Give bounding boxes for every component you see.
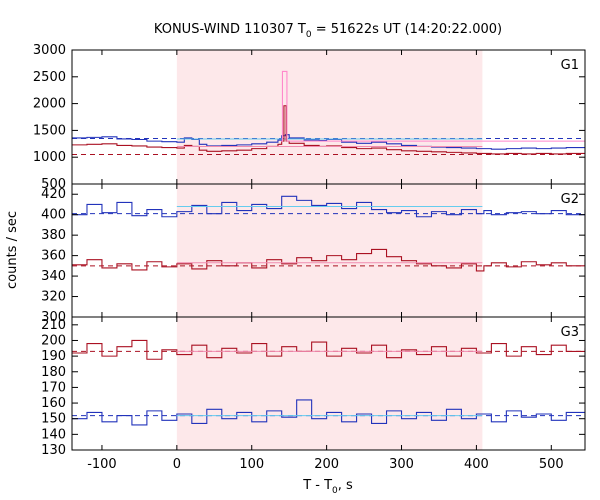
panel-g1: 500 1000 1500 2000 2500 3000 G1: [33, 43, 586, 192]
chart-title-subscript: 0: [306, 30, 312, 40]
highlight-interval: [176, 50, 483, 450]
y-tick-label: 130: [41, 443, 66, 458]
panel-label: G2: [561, 192, 579, 207]
y-tick-label: 1000: [33, 150, 66, 165]
x-tick-label: 100: [239, 457, 264, 472]
y-tick-label: 190: [41, 349, 66, 364]
x-axis-title: T - T0, s: [302, 478, 353, 496]
series-line-g1-1: [72, 105, 585, 155]
y-tick-label: 2500: [33, 70, 66, 85]
x-tick-label: 300: [389, 457, 414, 472]
y-tick-label: 400: [41, 208, 66, 223]
panel-series-group: [72, 70, 585, 156]
panel-frame: [71, 316, 586, 451]
y-tick-label: 200: [41, 333, 66, 348]
x-tick-label: 0: [173, 457, 181, 472]
y-tick-label: 300: [41, 310, 66, 325]
plot-area: 50010001500200025003000G1300320340360380…: [33, 43, 586, 472]
x-tick-label: 200: [314, 457, 339, 472]
x-axis-title-suffix: , s: [338, 478, 353, 493]
x-tick-label: 500: [539, 457, 564, 472]
panel-series-group: [72, 339, 585, 426]
series-line-g1-0: [72, 134, 585, 150]
panel-series-group: [72, 195, 585, 272]
series-line-g3-1: [72, 399, 585, 426]
x-tick-label: 400: [464, 457, 489, 472]
x-axis-title-subscript: 0: [332, 486, 338, 496]
y-tick-label: 150: [41, 412, 66, 427]
series-line-g2-0: [72, 195, 585, 218]
series-line-g2-1: [72, 248, 585, 272]
panel-label: G3: [561, 325, 579, 340]
y-tick-label: 3000: [33, 43, 66, 58]
y-tick-label: 380: [41, 228, 66, 243]
y-tick-label: 210: [41, 318, 66, 333]
panel-label: G1: [561, 58, 579, 73]
y-tick-label: 160: [41, 396, 66, 411]
series-line-g3-0: [72, 339, 585, 360]
chart-title: KONUS-WIND 110307 T0 = 51622s UT (14:20:…: [154, 22, 502, 40]
y-tick-label: 360: [41, 249, 66, 264]
series-line-g1-2: [280, 70, 585, 142]
chart-title-prefix: KONUS-WIND 110307 T: [154, 22, 306, 37]
chart-title-suffix: = 51622s UT (14:20:22.000): [312, 22, 502, 37]
y-tick-label: 420: [41, 187, 66, 202]
y-tick-label: 320: [41, 290, 66, 305]
y-tick-label: 500: [41, 177, 66, 192]
x-tick-label: -100: [87, 457, 117, 472]
y-tick-label: 180: [41, 365, 66, 380]
y-axis-title: counts / sec: [5, 211, 20, 289]
y-tick-label: 2000: [33, 97, 66, 112]
y-tick-label: 340: [41, 269, 66, 284]
y-tick-label: 170: [41, 380, 66, 395]
y-tick-label: 140: [41, 427, 66, 442]
x-axis-title-prefix: T - T: [302, 478, 332, 493]
panel-g2: 300 320 340 360 380 400 420 G2: [41, 183, 586, 325]
y-tick-label: 1500: [33, 123, 66, 138]
